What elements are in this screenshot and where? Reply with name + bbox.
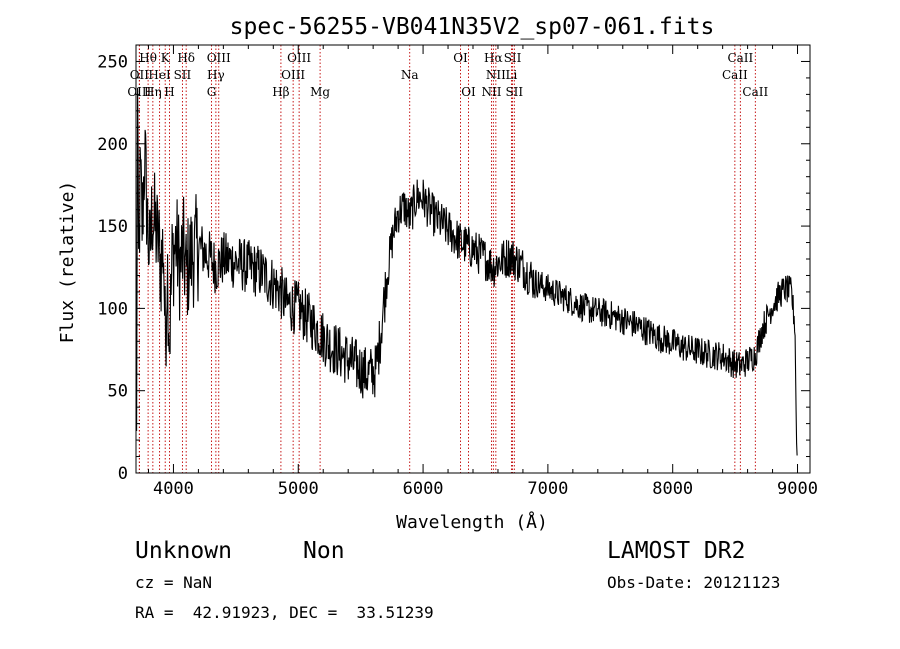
line-marker-label: OIII [287, 51, 311, 65]
y-tick-label: 150 [97, 217, 128, 237]
coordinates: RA = 42.91923, DEC = 33.51239 [135, 603, 434, 622]
spectrum-series-line [136, 87, 798, 456]
line-marker-label: OIII [207, 51, 231, 65]
x-tick-label: 5000 [278, 479, 319, 499]
x-tick-label: 4000 [153, 479, 194, 499]
line-marker-label: OIII [127, 85, 151, 99]
line-marker-label: Hθ [139, 51, 157, 65]
y-tick-label: 0 [118, 464, 128, 484]
line-marker-label: SII [504, 51, 522, 65]
redshift-value: cz = NaN [135, 573, 213, 592]
x-tick-label: 6000 [403, 479, 444, 499]
chart-title: spec-56255-VB041N35V2_sp07-061.fits [230, 14, 715, 40]
line-marker-label: Na [401, 68, 419, 82]
line-marker-label: CaII [727, 51, 753, 65]
line-marker-label: G [207, 85, 217, 99]
line-marker-label: NII [481, 85, 501, 99]
line-marker-label: Mg [310, 85, 330, 99]
spectral-line-markers: Hθ OII OIII K HeI Hη H Hδ SII OIII Hγ G Hβ OIII OIII Mg… [127, 45, 768, 473]
line-marker-label: OII [130, 68, 150, 82]
line-marker-label: Hγ [207, 68, 225, 82]
plot-frame [135, 44, 811, 474]
line-marker-label: Hα [484, 51, 503, 65]
line-marker-label: Hη [144, 85, 162, 99]
line-marker-label: H [164, 85, 174, 99]
line-marker-label: CaII [742, 85, 768, 99]
x-tick-label: 9000 [777, 479, 818, 499]
y-tick-label: 250 [97, 52, 128, 72]
line-marker-label: CaII [722, 68, 748, 82]
object-class: Unknown [135, 538, 232, 564]
line-marker-label: Hβ [272, 85, 289, 99]
x-axis-label: Wavelength (Å) [396, 511, 548, 533]
line-marker-label: OIII [281, 68, 305, 82]
line-marker-label: SII [505, 85, 523, 99]
y-tick-label: 100 [97, 299, 128, 319]
axis-ticks [136, 44, 810, 474]
line-marker-label: OI [461, 85, 476, 99]
line-marker-label: K [161, 51, 171, 65]
y-axis-label: Flux (relative) [57, 181, 78, 344]
y-tick-label: 50 [108, 382, 128, 402]
y-tick-label: 200 [97, 135, 128, 155]
x-tick-label: 7000 [527, 479, 568, 499]
object-subclass: Non [303, 538, 345, 564]
line-marker-label: SII [174, 68, 192, 82]
line-marker-label: Li [506, 68, 518, 82]
line-marker-label: OI [453, 51, 468, 65]
survey-name: LAMOST DR2 [607, 538, 746, 564]
line-marker-label: NII [486, 68, 506, 82]
observation-date: Obs-Date: 20121123 [607, 573, 781, 592]
axis-tick-labels: 4000 5000 6000 7000 8000 9000 0 50 100 150 200 250 [97, 52, 818, 499]
x-tick-label: 8000 [652, 479, 693, 499]
line-marker-label: Hδ [177, 51, 195, 65]
line-marker-label: HeI [148, 68, 171, 82]
